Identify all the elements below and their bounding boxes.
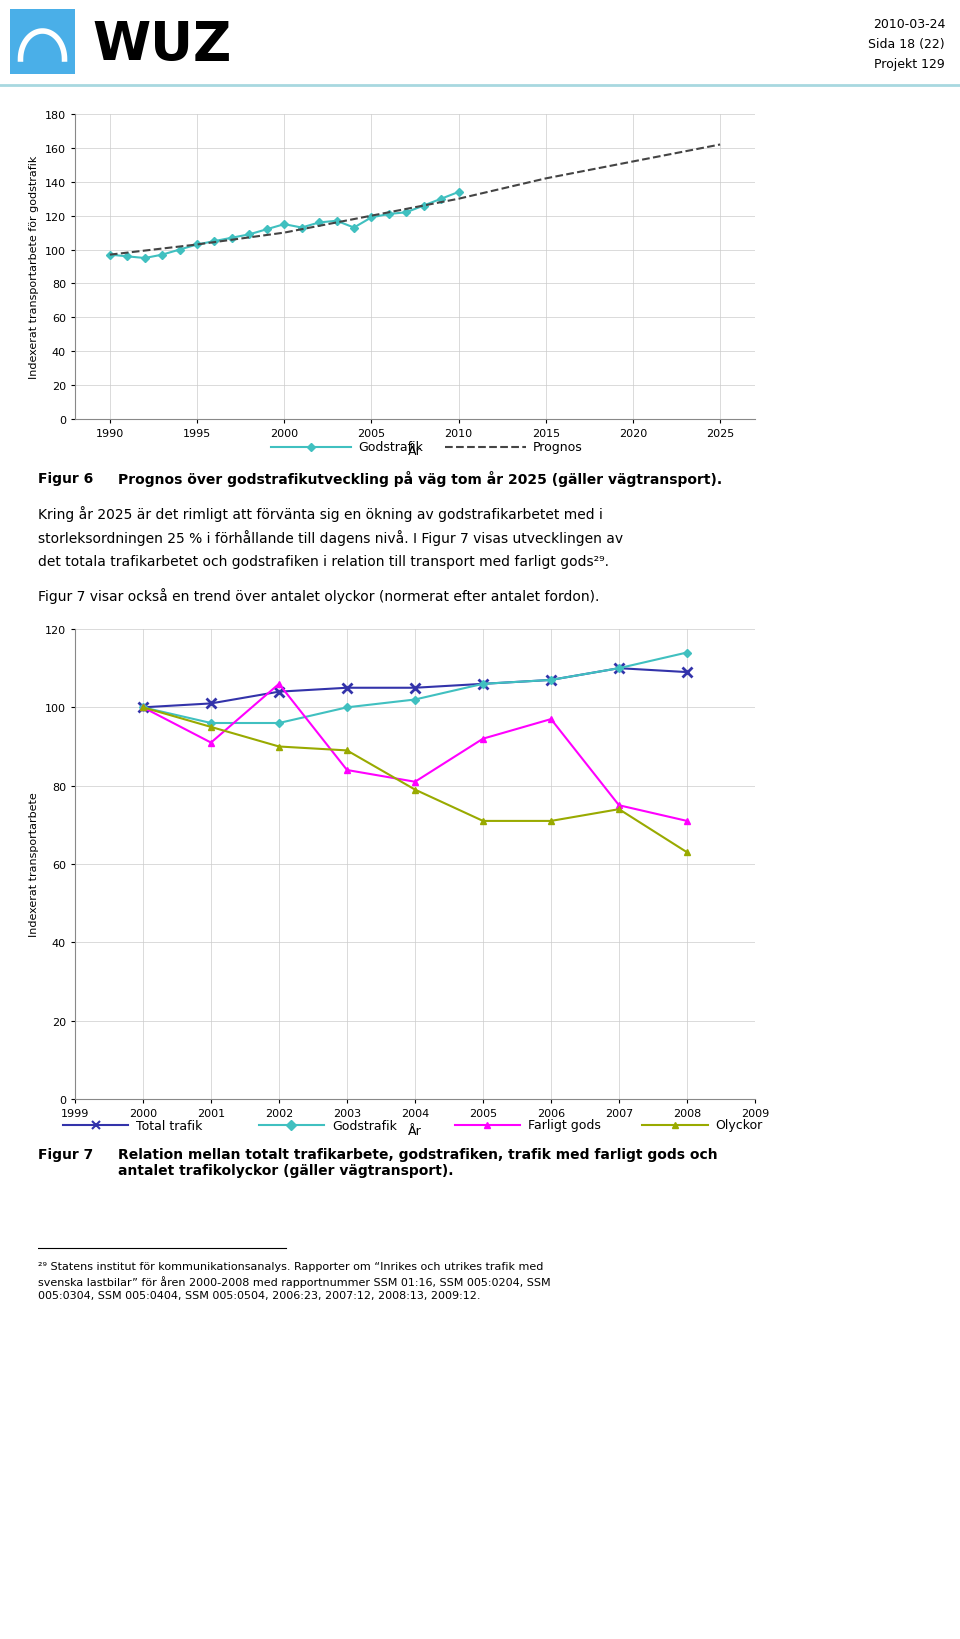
Text: Projekt 129: Projekt 129	[875, 57, 945, 70]
Text: Godstrafik: Godstrafik	[332, 1119, 397, 1133]
Text: Godstrafik: Godstrafik	[358, 441, 423, 454]
Text: Olyckor: Olyckor	[716, 1119, 763, 1133]
Text: storleksordningen 25 % i förhållande till dagens nivå. I Figur 7 visas utvecklin: storleksordningen 25 % i förhållande til…	[38, 529, 624, 546]
Text: Figur 7 visar också en trend över antalet olyckor (normerat efter antalet fordon: Figur 7 visar också en trend över antale…	[38, 588, 600, 603]
Text: 2010-03-24: 2010-03-24	[873, 18, 945, 31]
X-axis label: År: År	[408, 444, 421, 457]
FancyBboxPatch shape	[10, 10, 75, 75]
Text: Figur 6: Figur 6	[38, 472, 94, 485]
Text: Total trafik: Total trafik	[136, 1119, 203, 1133]
Text: Kring år 2025 är det rimligt att förvänta sig en ökning av godstrafikarbetet med: Kring år 2025 är det rimligt att förvänt…	[38, 505, 603, 521]
Text: Farligt gods: Farligt gods	[528, 1119, 601, 1133]
Y-axis label: Indexerat transportarbete: Indexerat transportarbete	[30, 792, 39, 938]
Text: Prognos: Prognos	[533, 441, 583, 454]
Text: Figur 7: Figur 7	[38, 1147, 94, 1162]
Text: Sida 18 (22): Sida 18 (22)	[869, 38, 945, 51]
Text: WUZ: WUZ	[92, 20, 231, 70]
Text: ²⁹ Statens institut för kommunikationsanalys. Rapporter om “Inrikes och utrikes : ²⁹ Statens institut för kommunikationsan…	[38, 1262, 551, 1300]
Text: Prognos över godstrafikutveckling på väg tom år 2025 (gäller vägtransport).: Prognos över godstrafikutveckling på väg…	[118, 470, 722, 487]
Y-axis label: Indexerat transportarbete för godstrafik: Indexerat transportarbete för godstrafik	[30, 156, 39, 379]
Text: det totala trafikarbetet och godstrafiken i relation till transport med farligt : det totala trafikarbetet och godstrafike…	[38, 556, 610, 569]
Text: Relation mellan totalt trafikarbete, godstrafiken, trafik med farligt gods och
a: Relation mellan totalt trafikarbete, god…	[118, 1147, 717, 1177]
X-axis label: År: År	[408, 1124, 421, 1137]
